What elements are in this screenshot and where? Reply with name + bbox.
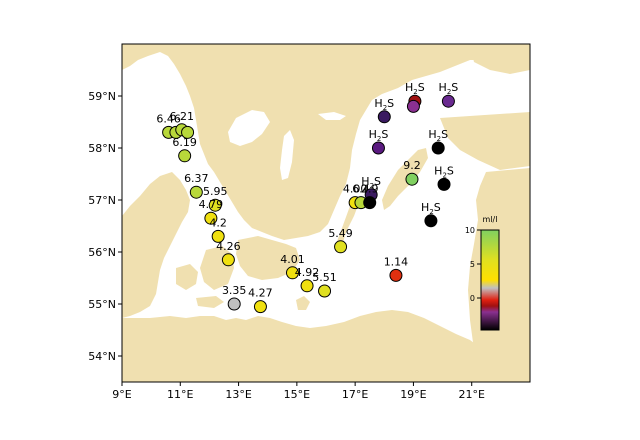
y-tick-label: 59°N	[88, 90, 116, 103]
station-markers: 6.466.21 6.19 6.375.954.79 4.2 4.26 3.35 4.27 4…	[156, 81, 459, 314]
southern-coast-land	[122, 310, 478, 382]
station-value-label: 3.35	[222, 284, 247, 297]
colorbar-ticks: 10 5 0	[465, 226, 481, 303]
x-tick-label: 17°E	[342, 388, 368, 401]
station-value-label: 6.37	[184, 172, 209, 185]
h2s-label: H2S	[361, 175, 381, 190]
station-marker	[441, 94, 455, 108]
station-marker	[204, 211, 218, 225]
station-marker	[389, 268, 403, 282]
estonia-land	[440, 112, 530, 170]
station-marker	[253, 300, 267, 314]
station-marker	[431, 141, 445, 155]
station-value-label: 2.9	[361, 183, 379, 196]
station-value-label: 1.14	[384, 255, 409, 268]
y-tick-label: 57°N	[88, 194, 116, 207]
x-tick-label: 13°E	[225, 388, 251, 401]
station-marker	[181, 125, 195, 139]
x-axis: 9°E 11°E 13°E 15°E 17°E 19°E 21°E	[112, 382, 485, 401]
station-value-label: 4.26	[216, 240, 241, 253]
station-value-label: 5.95	[203, 185, 228, 198]
station-value-label: 5.49	[328, 227, 353, 240]
bornholm-island	[296, 296, 310, 310]
skane-land	[236, 236, 300, 280]
colorbar-tick-label: 5	[470, 260, 475, 269]
h2s-label: H2S	[369, 128, 389, 143]
station-value-label: 4.92	[295, 266, 320, 279]
station-marker	[211, 229, 225, 243]
station-marker	[300, 279, 314, 293]
station-value-label: 6.19	[172, 136, 197, 149]
station-marker	[334, 240, 348, 254]
colorbar-tick-label: 0	[470, 294, 475, 303]
lolland-island	[196, 296, 224, 308]
plot-frame	[121, 43, 531, 383]
station-value-label: 4.79	[199, 198, 224, 211]
station-value-label: 6.46	[156, 112, 181, 125]
jutland-land	[122, 172, 190, 318]
lake-malaren	[318, 112, 346, 120]
station-marker	[178, 149, 192, 163]
h2s-label: H2S	[405, 81, 425, 96]
colorbar-tick-label: 10	[465, 226, 475, 235]
scandinavia-land	[122, 44, 530, 240]
h2s-label: H2S	[439, 81, 459, 96]
station-value-label: 9.2	[403, 159, 421, 172]
oland-island	[336, 196, 360, 252]
y-tick-label: 55°N	[88, 298, 116, 311]
station-marker	[318, 284, 332, 298]
station-value-label: 6.21	[169, 110, 194, 123]
station-marker	[424, 214, 438, 228]
station-marker	[405, 172, 419, 186]
h2s-label: H2S	[421, 201, 441, 216]
lake-vattern	[280, 130, 294, 180]
h2s-label: H2S	[434, 164, 454, 179]
station-marker	[363, 196, 377, 210]
lake-vanern	[228, 110, 270, 146]
station-marker	[371, 141, 385, 155]
station-marker	[189, 185, 203, 199]
funen-island	[176, 264, 198, 290]
station-marker	[377, 110, 391, 124]
colorbar-unit: ml/l	[483, 215, 498, 224]
finland-land	[470, 44, 530, 74]
x-tick-label: 21°E	[458, 388, 484, 401]
y-tick-label: 54°N	[88, 350, 116, 363]
station-value-label: 5.51	[312, 271, 337, 284]
station-value-label: 4.2	[209, 216, 227, 229]
station-marker	[227, 297, 241, 311]
station-marker	[437, 177, 451, 191]
station-marker	[406, 99, 420, 113]
colorbar-gradient	[480, 229, 500, 331]
h2s-label: H2S	[428, 128, 448, 143]
station-value-label: 4.01	[280, 253, 305, 266]
x-tick-label: 11°E	[167, 388, 193, 401]
station-marker	[285, 266, 299, 280]
x-tick-label: 9°E	[112, 388, 131, 401]
colorbar: ml/l 10 5 0	[465, 215, 500, 331]
station-marker	[208, 198, 222, 212]
y-tick-label: 56°N	[88, 246, 116, 259]
h2s-label: H2S	[374, 97, 394, 112]
y-tick-label: 58°N	[88, 142, 116, 155]
land-masses	[122, 44, 530, 382]
x-tick-label: 15°E	[284, 388, 310, 401]
station-marker	[221, 253, 235, 267]
station-value-label: 4.00	[343, 183, 368, 196]
station-value-label: 4.27	[248, 287, 273, 300]
y-axis: 54°N 55°N 56°N 57°N 58°N 59°N	[88, 90, 122, 363]
gotland-island	[382, 148, 428, 210]
x-tick-label: 19°E	[400, 388, 426, 401]
